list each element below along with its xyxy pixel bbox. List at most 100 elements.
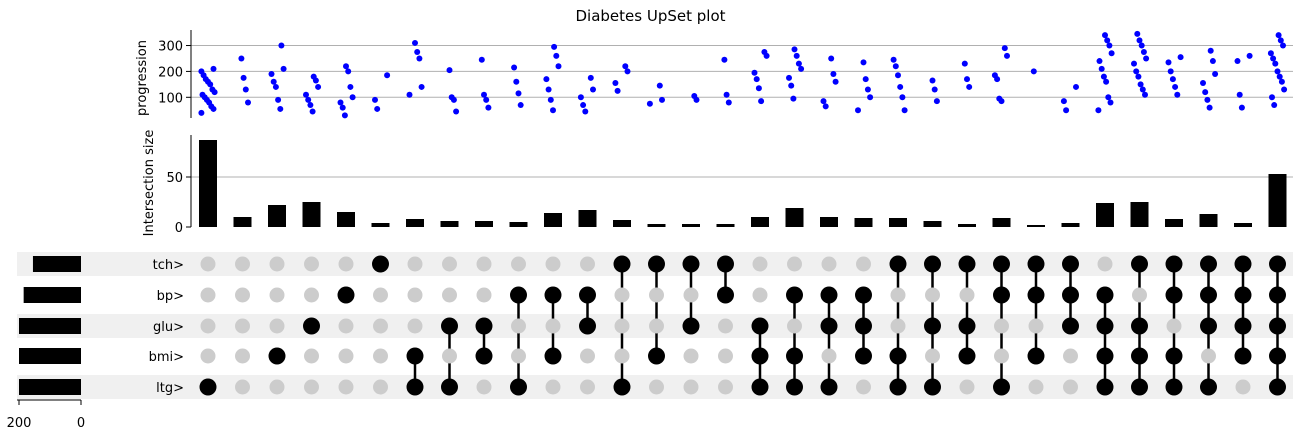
strip-y-tick-label: 100	[158, 91, 183, 106]
matrix-dot-inactive	[649, 287, 664, 303]
matrix-dot-inactive	[787, 256, 802, 272]
progression-point	[761, 49, 768, 55]
progression-point	[1278, 78, 1285, 85]
matrix-dot-inactive	[580, 256, 595, 272]
progression-point	[1267, 50, 1274, 57]
intersection-bar	[682, 224, 700, 227]
intersection-bar	[199, 140, 217, 227]
set-label: bmi>	[149, 350, 184, 365]
progression-point	[1135, 73, 1142, 80]
matrix-dot-inactive	[545, 256, 561, 272]
matrix-dot-active	[406, 347, 424, 365]
intersection-bar	[578, 210, 597, 227]
progression-point	[446, 67, 453, 74]
progression-point	[1204, 96, 1211, 103]
matrix-dot-active	[1027, 286, 1045, 304]
matrix-dot-active	[1269, 347, 1286, 365]
progression-point	[901, 107, 908, 114]
progression-point	[1102, 32, 1108, 39]
progression-point	[1207, 47, 1214, 54]
progression-point	[1272, 60, 1279, 67]
progression-point	[1098, 65, 1105, 72]
progression-point	[646, 100, 653, 107]
progression-point	[1060, 98, 1067, 105]
progression-point	[1140, 49, 1147, 55]
progression-point	[199, 91, 206, 98]
progression-point	[1104, 37, 1111, 44]
set-size-tick-label: 0	[77, 416, 85, 431]
progression-point	[1269, 94, 1275, 101]
matrix-dot-inactive	[718, 318, 733, 334]
progression-point	[551, 43, 558, 50]
set-label: glu>	[153, 320, 184, 335]
progression-point	[1108, 50, 1115, 57]
progression-point	[1238, 104, 1245, 111]
matrix-dot-inactive	[580, 348, 595, 364]
progression-point	[272, 83, 279, 90]
progression-point	[553, 52, 560, 59]
progression-point	[210, 65, 217, 72]
progression-point	[453, 108, 460, 115]
progression-point	[483, 96, 490, 103]
matrix-dot-active	[1131, 347, 1148, 365]
matrix-dot-inactive	[1235, 379, 1251, 395]
matrix-dot-inactive	[856, 256, 871, 272]
matrix-dot-active	[579, 286, 596, 304]
intersection-bar	[1165, 219, 1183, 227]
progression-point	[550, 107, 556, 114]
progression-point	[1143, 55, 1150, 62]
progression-point	[966, 83, 973, 90]
progression-point	[307, 102, 314, 109]
matrix-dot-inactive	[890, 287, 906, 303]
matrix-dot-inactive	[338, 379, 354, 395]
matrix-dot-inactive	[649, 379, 664, 395]
progression-point	[755, 85, 762, 92]
matrix-dot-active	[751, 347, 769, 365]
matrix-dot-inactive	[1201, 348, 1216, 364]
matrix-dot-inactive	[1063, 379, 1078, 395]
progression-point	[209, 86, 216, 93]
matrix-dot-inactive	[304, 287, 319, 303]
matrix-dot-active	[1234, 347, 1252, 365]
progression-point	[515, 90, 522, 97]
progression-point	[270, 78, 277, 85]
progression-point	[890, 56, 897, 63]
intersection-bar	[854, 218, 873, 227]
progression-point	[1030, 68, 1037, 75]
set-size-bar	[23, 287, 81, 303]
matrix-dot-active	[924, 317, 941, 335]
progression-point	[1133, 68, 1140, 75]
matrix-dot-inactive	[200, 256, 216, 272]
progression-point	[1136, 37, 1143, 44]
matrix-dot-inactive	[614, 287, 630, 303]
matrix-dot-active	[958, 317, 976, 335]
intersection-bar	[406, 219, 424, 227]
matrix-dot-inactive	[269, 318, 285, 334]
strip-y-tick-label: 200	[158, 65, 183, 80]
matrix-dot-active	[372, 255, 389, 273]
matrix-dot-inactive	[338, 256, 354, 272]
matrix-dot-inactive	[959, 287, 975, 303]
matrix-dot-active	[441, 378, 458, 396]
matrix-dot-inactive	[545, 318, 561, 334]
progression-point	[961, 60, 968, 67]
matrix-dot-inactive	[1166, 318, 1182, 334]
intersection-bar	[509, 222, 528, 227]
matrix-dot-inactive	[235, 318, 250, 334]
progression-point	[753, 76, 760, 83]
matrix-dot-active	[1165, 347, 1183, 365]
progression-point	[1165, 59, 1172, 66]
matrix-dot-active	[510, 286, 527, 304]
progression-point	[1202, 89, 1209, 96]
progression-point	[798, 65, 805, 72]
matrix-dot-inactive	[925, 348, 940, 364]
matrix-dot-inactive	[1028, 379, 1044, 395]
progression-point	[1138, 42, 1145, 49]
progression-point	[310, 73, 317, 80]
matrix-dot-active	[717, 255, 734, 273]
matrix-dot-inactive	[580, 379, 595, 395]
matrix-dot-active	[1096, 286, 1114, 304]
progression-point	[1270, 55, 1277, 62]
matrix-dot-inactive	[683, 348, 699, 364]
